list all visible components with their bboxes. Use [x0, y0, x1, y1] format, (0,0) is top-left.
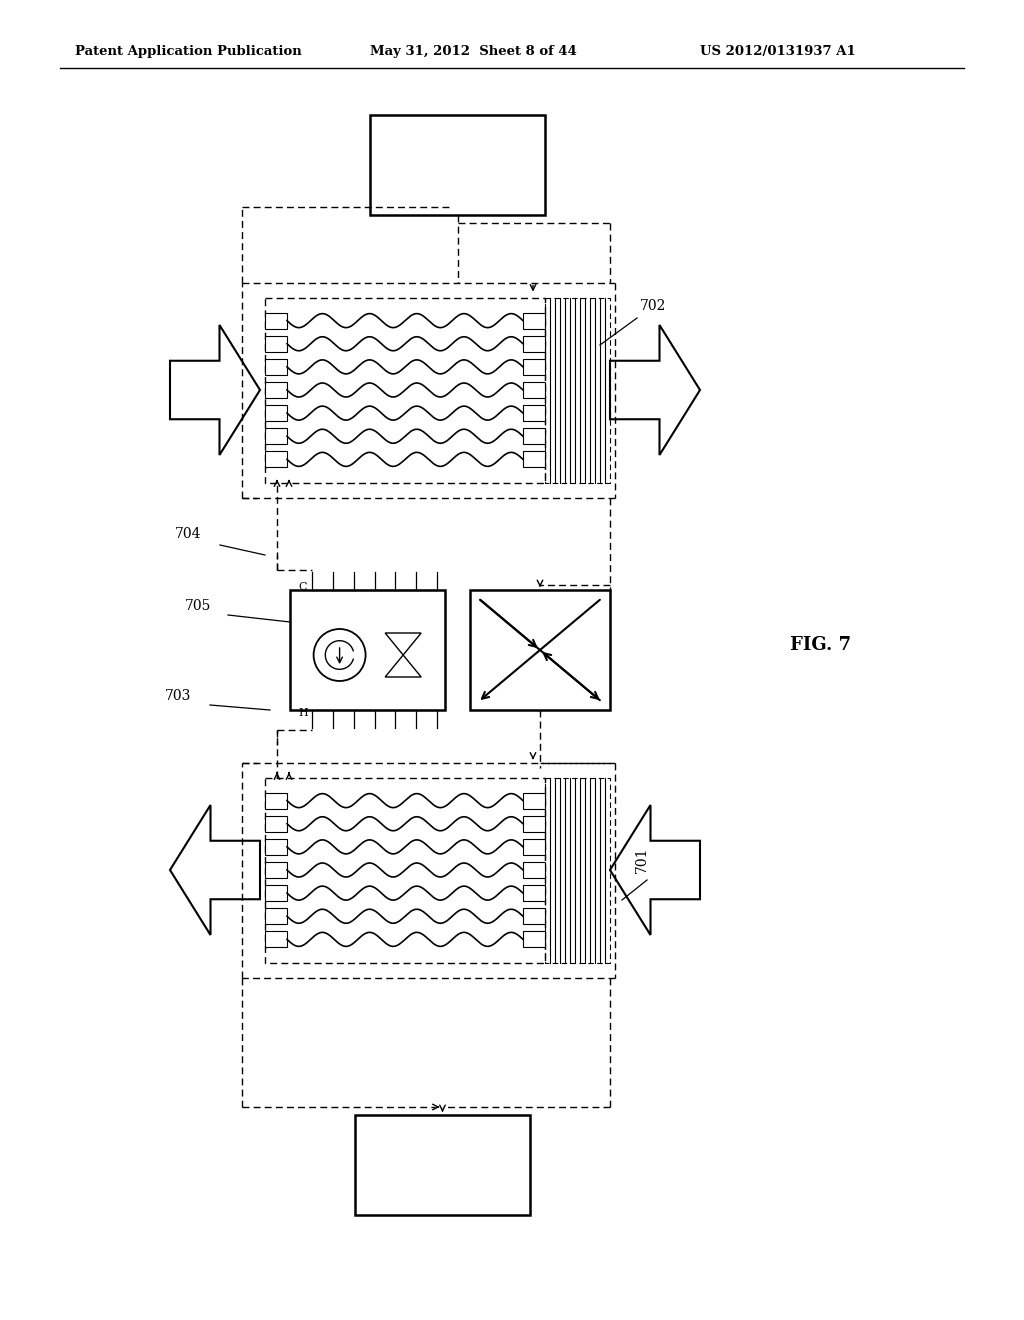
Text: Patent Application Publication: Patent Application Publication: [75, 45, 302, 58]
Bar: [523, 359, 545, 375]
Bar: [523, 840, 545, 855]
Bar: [265, 405, 287, 421]
Bar: [265, 359, 287, 375]
Bar: [523, 313, 545, 329]
Bar: [523, 886, 545, 902]
Bar: [523, 451, 545, 467]
Text: US 2012/0131937 A1: US 2012/0131937 A1: [700, 45, 856, 58]
Bar: [265, 381, 287, 399]
Bar: [470, 590, 610, 710]
Bar: [265, 862, 287, 878]
Bar: [265, 816, 287, 832]
Bar: [370, 115, 545, 215]
Text: May 31, 2012  Sheet 8 of 44: May 31, 2012 Sheet 8 of 44: [370, 45, 577, 58]
Bar: [523, 862, 545, 878]
Bar: [265, 297, 545, 483]
Bar: [545, 777, 610, 962]
Bar: [265, 908, 287, 924]
Bar: [290, 590, 445, 710]
Bar: [523, 335, 545, 351]
Bar: [523, 908, 545, 924]
Bar: [265, 932, 287, 948]
Bar: [265, 428, 287, 445]
Text: 702: 702: [640, 300, 667, 313]
Text: C: C: [298, 582, 306, 591]
Bar: [265, 792, 287, 809]
Bar: [265, 886, 287, 902]
Text: FIG. 7: FIG. 7: [790, 636, 851, 653]
Bar: [545, 297, 610, 483]
Bar: [523, 792, 545, 809]
Bar: [523, 932, 545, 948]
Bar: [523, 816, 545, 832]
Bar: [265, 451, 287, 467]
Text: 704: 704: [175, 527, 202, 541]
Text: 701: 701: [635, 846, 649, 873]
Text: 703: 703: [165, 689, 191, 704]
Bar: [265, 777, 545, 962]
Bar: [355, 1115, 530, 1214]
Bar: [523, 405, 545, 421]
Bar: [523, 428, 545, 445]
Bar: [265, 313, 287, 329]
Bar: [523, 381, 545, 399]
Text: 705: 705: [185, 599, 211, 612]
Text: H: H: [298, 708, 308, 718]
Bar: [265, 335, 287, 351]
Bar: [265, 840, 287, 855]
